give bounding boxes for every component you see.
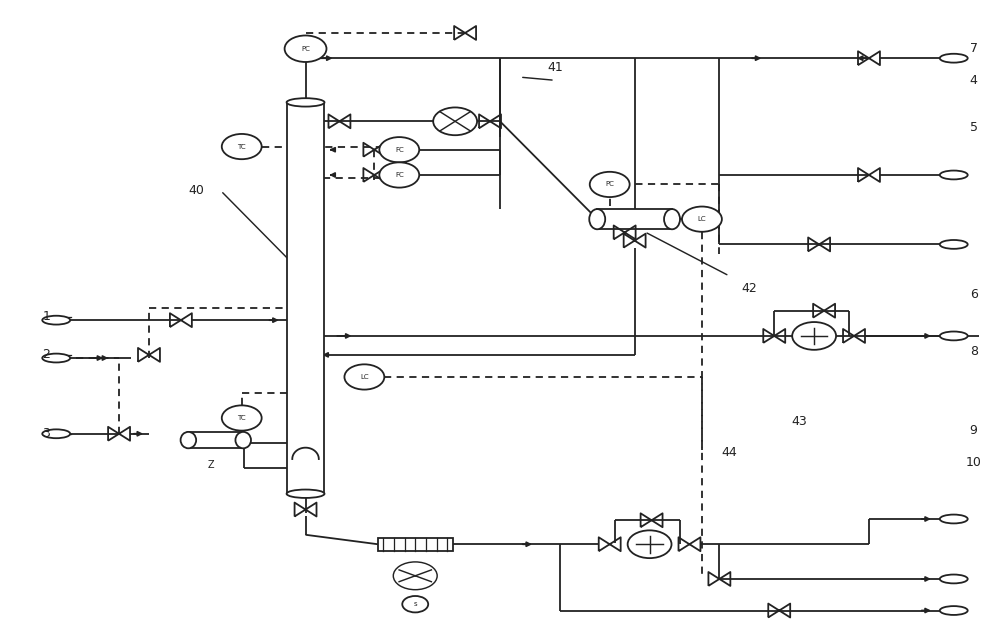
Text: 44: 44 [721, 446, 737, 459]
Text: 10: 10 [966, 456, 982, 469]
Ellipse shape [287, 489, 324, 498]
Circle shape [590, 172, 630, 197]
Text: s: s [413, 601, 417, 607]
Ellipse shape [940, 54, 968, 63]
Ellipse shape [589, 209, 605, 230]
Text: LC: LC [698, 216, 706, 222]
Text: 41: 41 [547, 61, 563, 74]
Circle shape [393, 562, 437, 590]
Text: 7: 7 [970, 42, 978, 55]
Ellipse shape [42, 429, 70, 438]
Ellipse shape [287, 98, 324, 107]
Ellipse shape [940, 332, 968, 340]
Ellipse shape [42, 354, 70, 363]
Ellipse shape [42, 316, 70, 325]
Text: PC: PC [605, 181, 614, 188]
Ellipse shape [235, 432, 251, 448]
Ellipse shape [664, 209, 680, 230]
Text: TC: TC [237, 143, 246, 150]
Text: FC: FC [395, 172, 404, 178]
Ellipse shape [940, 240, 968, 249]
Text: 9: 9 [970, 424, 978, 437]
Text: 2: 2 [42, 348, 50, 361]
Bar [287, 102, 324, 494]
Text: 42: 42 [741, 282, 757, 295]
Ellipse shape [181, 432, 196, 448]
Circle shape [222, 405, 262, 430]
Circle shape [379, 137, 419, 162]
Text: 4: 4 [970, 74, 978, 87]
Text: 43: 43 [791, 415, 807, 428]
Circle shape [792, 322, 836, 350]
Circle shape [682, 207, 722, 232]
Text: 1: 1 [42, 311, 50, 323]
Ellipse shape [940, 171, 968, 179]
Circle shape [285, 36, 326, 62]
Circle shape [433, 107, 477, 135]
Circle shape [222, 134, 262, 159]
Text: Z: Z [207, 460, 214, 470]
Text: 8: 8 [970, 346, 978, 358]
Text: 5: 5 [970, 121, 978, 134]
Circle shape [628, 531, 672, 558]
Circle shape [402, 596, 428, 612]
Text: 3: 3 [42, 427, 50, 440]
Circle shape [344, 365, 384, 389]
Ellipse shape [940, 574, 968, 583]
Bar [188, 432, 243, 448]
Text: PC: PC [301, 46, 310, 52]
Ellipse shape [940, 515, 968, 524]
Text: 6: 6 [970, 288, 978, 301]
Text: FC: FC [395, 146, 404, 153]
Bar [597, 209, 672, 230]
Text: 40: 40 [188, 184, 204, 197]
Circle shape [379, 162, 419, 188]
Bar [378, 538, 453, 550]
Ellipse shape [940, 606, 968, 615]
Text: LC: LC [360, 374, 369, 380]
Text: TC: TC [237, 415, 246, 421]
